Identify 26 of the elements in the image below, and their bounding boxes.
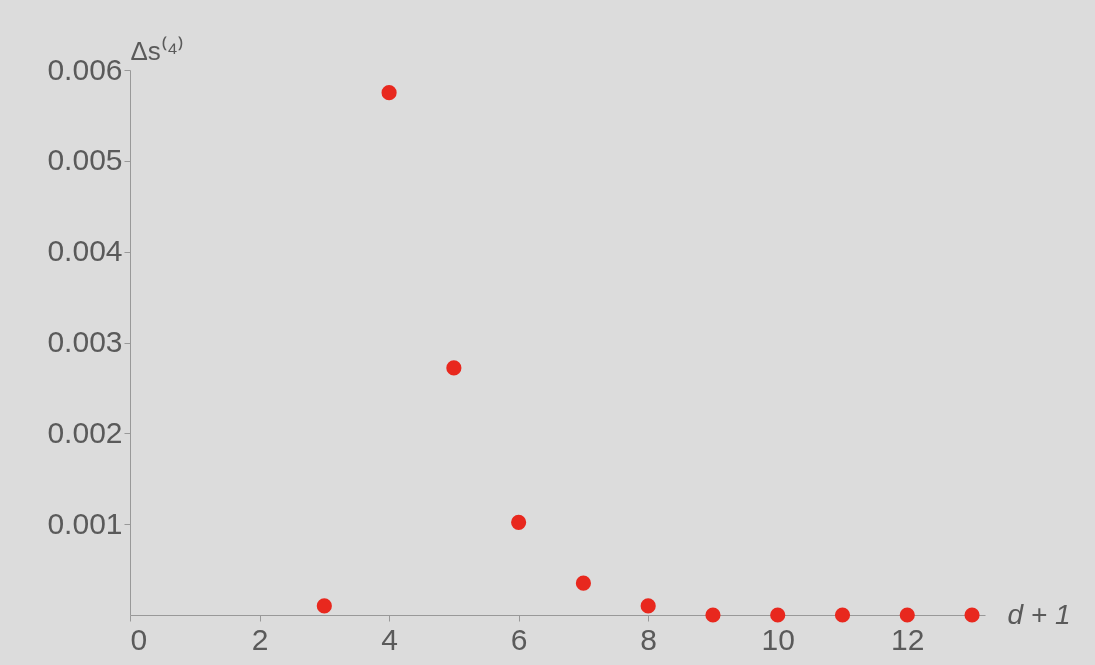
y-tick-label: 0.005 <box>47 143 123 177</box>
y-tick-label: 0.006 <box>47 52 123 86</box>
point <box>834 607 851 623</box>
x-tick-label: 6 <box>510 622 528 656</box>
x-axis-title: d + 1 <box>1007 598 1071 630</box>
x-tick-label: 0 <box>130 622 148 656</box>
point <box>705 607 721 623</box>
y-tick-label: 0.002 <box>47 415 123 449</box>
y-axis-title: Δs⁽⁴⁾ <box>130 35 185 66</box>
x-tick-label: 12 <box>891 622 925 656</box>
y-tick-label: 0.003 <box>47 325 123 358</box>
point <box>770 607 786 623</box>
y-tick-label: 0.004 <box>47 234 123 268</box>
point <box>446 360 462 376</box>
point <box>640 598 656 614</box>
point <box>316 598 332 614</box>
x-tick-label: 2 <box>251 622 269 656</box>
x-tick-label: 8 <box>640 622 658 656</box>
point <box>511 514 527 530</box>
point <box>899 607 915 623</box>
x-tick-label: 10 <box>761 622 795 656</box>
y-tick-label: 0.001 <box>47 506 123 540</box>
point <box>964 607 980 623</box>
point <box>575 575 591 591</box>
x-tick-label: 4 <box>381 622 398 656</box>
point <box>381 85 397 101</box>
